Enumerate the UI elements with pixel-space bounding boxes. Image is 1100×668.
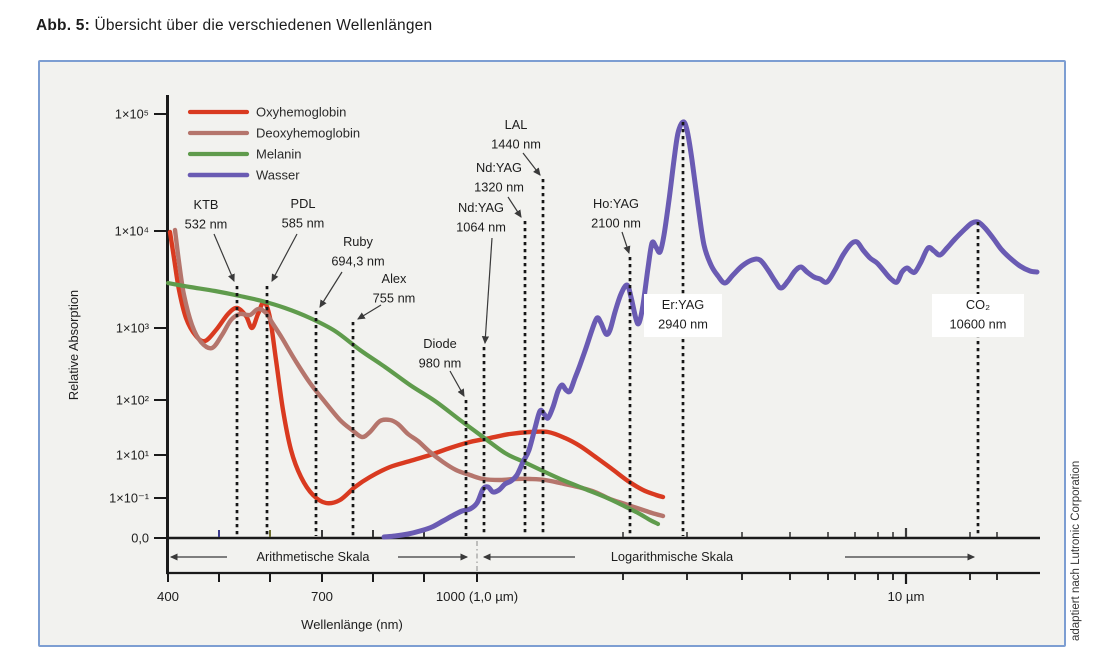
y-axis-title: Relative Absorption xyxy=(66,290,81,400)
y-tick-label: 1×10³ xyxy=(116,321,150,336)
laser-label-name: KTB xyxy=(194,197,219,212)
scale-label-arithmetic: Arithmetische Skala xyxy=(256,549,370,564)
y-tick-label: 1×10¹ xyxy=(116,448,149,463)
laser-label-wavelength: 2940 nm xyxy=(658,317,708,332)
x-tick-label: 700 xyxy=(311,589,333,604)
laser-label-box xyxy=(644,294,722,337)
legend-label-wasser: Wasser xyxy=(256,168,300,183)
y-tick-label: 0,0 xyxy=(131,531,149,546)
legend-label-melanin: Melanin xyxy=(256,147,302,162)
laser-label-name: Nd:YAG xyxy=(458,200,504,215)
laser-label-wavelength: 1064 nm xyxy=(456,220,506,235)
x-tick-label: 10 µm xyxy=(888,589,925,604)
legend-label-oxyhemoglobin: Oxyhemoglobin xyxy=(256,105,346,120)
laser-label-name: Alex xyxy=(382,271,407,286)
laser-label-wavelength: 1320 nm xyxy=(474,180,524,195)
x-axis-title: Wellenlänge (nm) xyxy=(301,617,403,632)
figure-caption-label: Abb. 5: xyxy=(36,17,90,34)
laser-label-wavelength: 585 nm xyxy=(282,216,325,231)
figure-caption: Abb. 5: Übersicht über die verschiedenen… xyxy=(36,17,432,35)
laser-pointer-arrow xyxy=(481,237,493,345)
laser-label-box xyxy=(932,294,1024,337)
laser-pointer-arrow xyxy=(319,271,343,308)
figure-caption-text: Übersicht über die verschiedenen Wellenl… xyxy=(89,17,433,34)
laser-label-wavelength: 694,3 nm xyxy=(331,254,384,269)
laser-label-wavelength: 2100 nm xyxy=(591,216,641,231)
laser-label-name: Er:YAG xyxy=(662,297,704,312)
laser-label-name: CO₂ xyxy=(966,297,990,312)
laser-pointer-arrow xyxy=(522,152,541,176)
laser-label-wavelength: 10600 nm xyxy=(950,317,1007,332)
laser-label-name: Nd:YAG xyxy=(476,160,522,175)
laser-pointer-arrow xyxy=(507,196,522,218)
credit-text: adaptiert nach Lutronic Corporation xyxy=(1070,460,1082,641)
laser-label-name: Diode xyxy=(423,336,456,351)
laser-label-wavelength: 980 nm xyxy=(419,356,462,371)
curve-deoxyhemoglobin xyxy=(172,227,666,519)
laser-pointer-arrow xyxy=(449,370,465,397)
laser-label-name: Ho:YAG xyxy=(593,196,639,211)
y-tick-label: 1×10² xyxy=(116,393,150,408)
laser-label-name: PDL xyxy=(291,196,316,211)
x-tick-label: 1000 (1,0 µm) xyxy=(436,589,518,604)
laser-pointer-arrow xyxy=(271,233,298,282)
x-tick-label: 400 xyxy=(157,589,179,604)
y-tick-label: 1×10⁴ xyxy=(115,224,149,239)
curve-melanin xyxy=(165,280,661,527)
curve-oxyhemoglobin xyxy=(167,229,666,506)
laser-label-wavelength: 1440 nm xyxy=(491,137,541,152)
scale-label-logarithmic: Logarithmische Skala xyxy=(611,549,734,564)
legend-label-deoxyhemoglobin: Deoxyhemoglobin xyxy=(256,126,360,141)
laser-label-wavelength: 532 nm xyxy=(185,217,228,232)
laser-label-wavelength: 755 nm xyxy=(373,291,416,306)
laser-pointer-arrow xyxy=(213,233,235,282)
laser-label-name: Ruby xyxy=(343,234,373,249)
figure-frame xyxy=(38,60,1066,647)
y-tick-label: 1×10⁵ xyxy=(115,107,149,122)
laser-label-name: LAL xyxy=(505,117,528,132)
laser-pointer-arrow xyxy=(357,304,382,320)
laser-pointer-arrow xyxy=(621,231,631,255)
y-tick-label: 1×10⁻¹ xyxy=(109,491,149,506)
